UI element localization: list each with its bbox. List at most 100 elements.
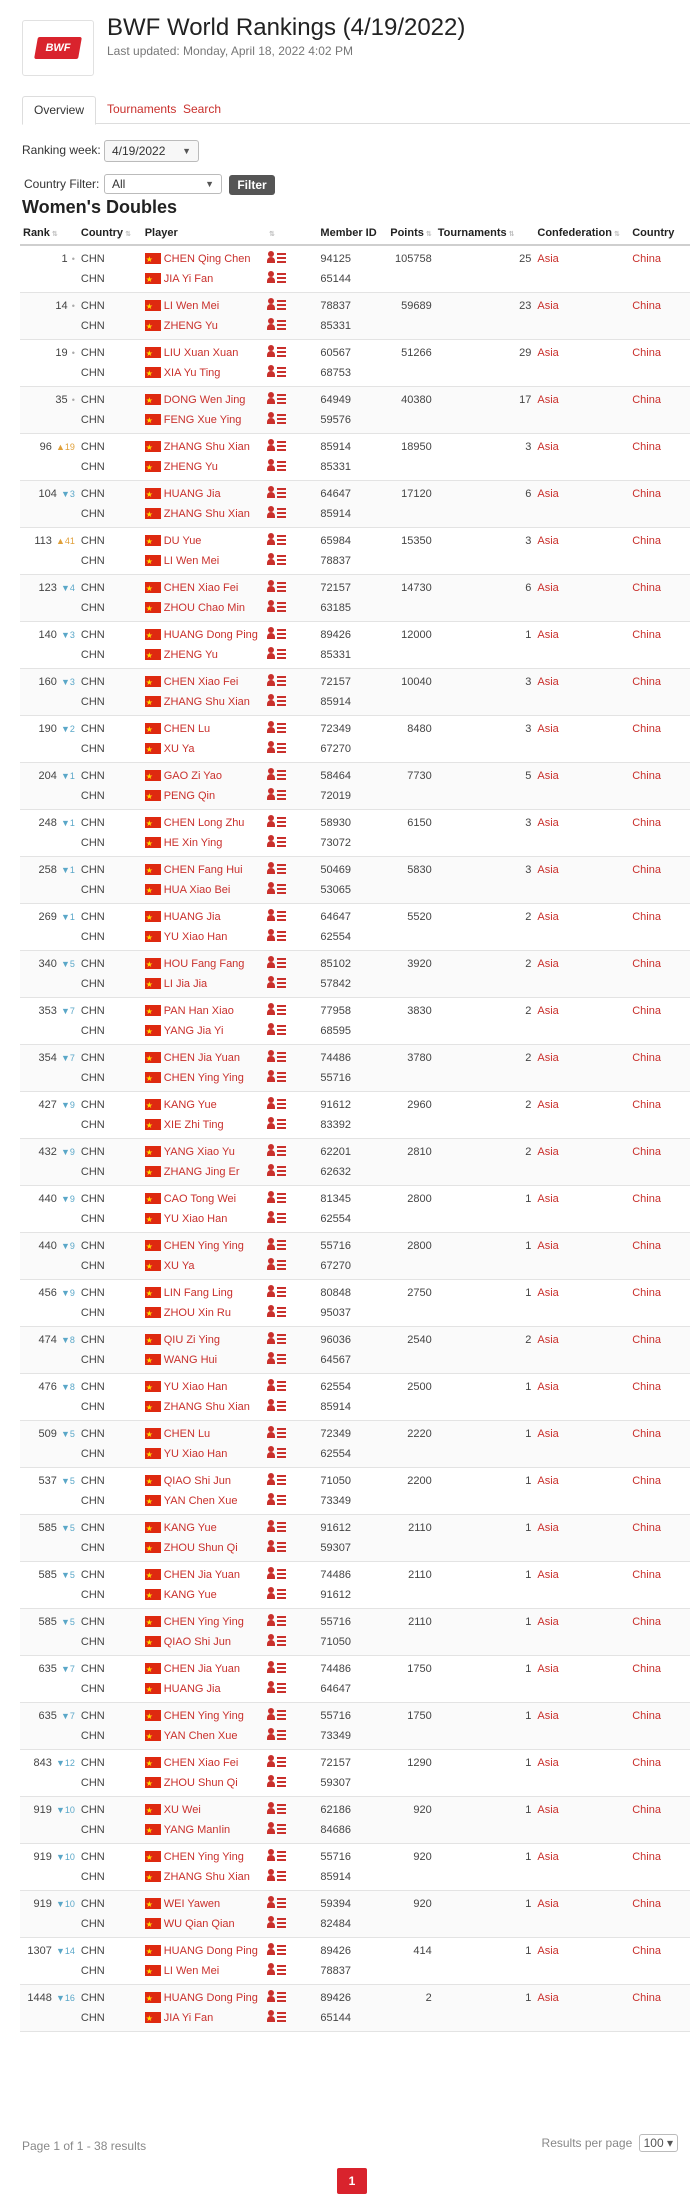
player-profile-icon[interactable] (267, 768, 287, 782)
player-link[interactable]: KANG Yue (163, 1522, 217, 1534)
player-link[interactable]: ZHENG Yu (163, 320, 218, 332)
confederation-link[interactable]: Asia (537, 1804, 559, 1816)
player-link[interactable]: PENG Qin (163, 790, 216, 802)
country-link[interactable]: China (632, 1663, 661, 1675)
player-profile-icon[interactable] (267, 909, 287, 923)
country-link[interactable]: China (632, 676, 661, 688)
player-profile-icon[interactable] (267, 553, 287, 567)
confederation-link[interactable]: Asia (537, 1099, 559, 1111)
player-link[interactable]: XU Ya (163, 743, 195, 755)
player-link[interactable]: YU Xiao Han (163, 1448, 228, 1460)
player-link[interactable]: ZHOU Shun Qi (163, 1777, 238, 1789)
player-profile-icon[interactable] (267, 318, 287, 332)
player-profile-icon[interactable] (267, 365, 287, 379)
country-link[interactable]: China (632, 1945, 661, 1957)
confederation-link[interactable]: Asia (537, 1710, 559, 1722)
player-profile-icon[interactable] (267, 1822, 287, 1836)
player-link[interactable]: LI Wen Mei (163, 300, 220, 312)
player-link[interactable]: HUA Xiao Bei (163, 884, 231, 896)
player-profile-icon[interactable] (267, 459, 287, 473)
player-link[interactable]: CAO Tong Wei (163, 1193, 237, 1205)
player-profile-icon[interactable] (267, 1775, 287, 1789)
confederation-link[interactable]: Asia (537, 1052, 559, 1064)
player-profile-icon[interactable] (267, 1473, 287, 1487)
player-profile-icon[interactable] (267, 1943, 287, 1957)
player-profile-icon[interactable] (267, 1332, 287, 1346)
player-profile-icon[interactable] (267, 1614, 287, 1628)
tab-overview[interactable]: Overview (22, 96, 97, 125)
col-member-id[interactable]: Member ID (317, 221, 388, 246)
player-link[interactable]: WU Qian Qian (163, 1918, 235, 1930)
player-profile-icon[interactable] (267, 1661, 287, 1675)
country-link[interactable]: China (632, 817, 661, 829)
player-profile-icon[interactable] (267, 862, 287, 876)
country-link[interactable]: China (632, 1757, 661, 1769)
confederation-link[interactable]: Asia (537, 1569, 559, 1581)
player-link[interactable]: JIA Yi Fan (163, 2012, 214, 2024)
player-profile-icon[interactable] (267, 486, 287, 500)
country-link[interactable]: China (632, 488, 661, 500)
player-link[interactable]: YU Xiao Han (163, 1213, 228, 1225)
confederation-link[interactable]: Asia (537, 1334, 559, 1346)
country-link[interactable]: China (632, 1710, 661, 1722)
player-profile-icon[interactable] (267, 1896, 287, 1910)
player-profile-icon[interactable] (267, 1916, 287, 1930)
player-profile-icon[interactable] (267, 1003, 287, 1017)
confederation-link[interactable]: Asia (537, 1992, 559, 2004)
player-profile-icon[interactable] (267, 815, 287, 829)
player-profile-icon[interactable] (267, 1567, 287, 1581)
confederation-link[interactable]: Asia (537, 1522, 559, 1534)
player-profile-icon[interactable] (267, 721, 287, 735)
player-link[interactable]: DONG Wen Jing (163, 394, 246, 406)
player-link[interactable]: CHEN Ying Ying (163, 1240, 244, 1252)
player-link[interactable]: LI Jia Jia (163, 978, 208, 990)
country-link[interactable]: China (632, 770, 661, 782)
confederation-link[interactable]: Asia (537, 1146, 559, 1158)
player-link[interactable]: HUANG Dong Ping (163, 1945, 258, 1957)
col-confederation[interactable]: Confederation ⇅ (534, 221, 630, 246)
confederation-link[interactable]: Asia (537, 1287, 559, 1299)
player-link[interactable]: LI Wen Mei (163, 1965, 220, 1977)
player-link[interactable]: CHEN Jia Yuan (163, 1663, 240, 1675)
player-link[interactable]: HUANG Jia (163, 911, 221, 923)
player-profile-icon[interactable] (267, 1097, 287, 1111)
player-profile-icon[interactable] (267, 251, 287, 265)
confederation-link[interactable]: Asia (537, 1193, 559, 1205)
player-link[interactable]: HE Xin Ying (163, 837, 223, 849)
player-link[interactable]: ZHENG Yu (163, 649, 218, 661)
player-link[interactable]: ZHENG Yu (163, 461, 218, 473)
player-profile-icon[interactable] (267, 1399, 287, 1413)
country-link[interactable]: China (632, 582, 661, 594)
player-profile-icon[interactable] (267, 882, 287, 896)
player-link[interactable]: XIA Yu Ting (163, 367, 221, 379)
country-link[interactable]: China (632, 394, 661, 406)
col-tournaments[interactable]: Tournaments ⇅ (434, 221, 535, 246)
player-link[interactable]: CHEN Ying Ying (163, 1710, 244, 1722)
player-link[interactable]: LIU Xuan Xuan (163, 347, 239, 359)
country-link[interactable]: China (632, 1146, 661, 1158)
confederation-link[interactable]: Asia (537, 441, 559, 453)
player-profile-icon[interactable] (267, 1446, 287, 1460)
player-profile-icon[interactable] (267, 976, 287, 990)
country-link[interactable]: China (632, 1898, 661, 1910)
player-link[interactable]: XU Wei (163, 1804, 201, 1816)
player-profile-icon[interactable] (267, 1681, 287, 1695)
player-profile-icon[interactable] (267, 1587, 287, 1601)
player-profile-icon[interactable] (267, 647, 287, 661)
player-link[interactable]: ZHANG Shu Xian (163, 1871, 250, 1883)
col-rank[interactable]: Rank ⇅ (20, 221, 78, 246)
player-profile-icon[interactable] (267, 1191, 287, 1205)
confederation-link[interactable]: Asia (537, 676, 559, 688)
player-profile-icon[interactable] (267, 1849, 287, 1863)
player-link[interactable]: LI Wen Mei (163, 555, 220, 567)
country-link[interactable]: China (632, 1569, 661, 1581)
player-profile-icon[interactable] (267, 1755, 287, 1769)
player-profile-icon[interactable] (267, 1728, 287, 1742)
player-link[interactable]: CHEN Lu (163, 723, 211, 735)
player-link[interactable]: CHEN Fang Hui (163, 864, 243, 876)
country-link[interactable]: China (632, 1522, 661, 1534)
filter-button[interactable]: Filter (229, 175, 275, 195)
country-filter-select[interactable]: All ▼ (104, 174, 222, 194)
col-points[interactable]: Points ⇅ (387, 221, 435, 246)
player-profile-icon[interactable] (267, 1634, 287, 1648)
